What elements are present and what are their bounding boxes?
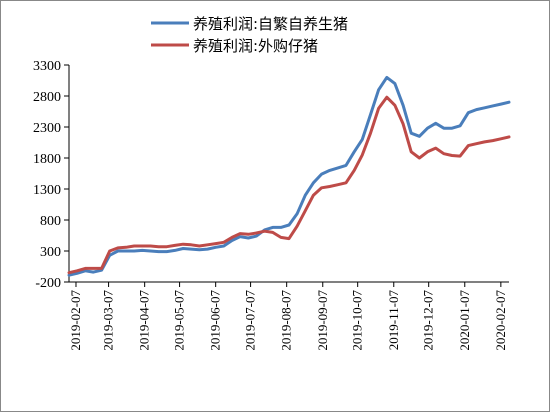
- series-line-2: [67, 95, 511, 275]
- y-tick-label: 800: [40, 214, 61, 229]
- x-tick-label: 2019-03-07: [101, 290, 116, 351]
- x-tick-label: 2020-01-07: [457, 290, 472, 351]
- legend-label-2: 养殖利润:外购仔猪: [193, 37, 318, 55]
- y-tick-labels: -200 300 800 1300 1800 2300 2800 3300: [33, 59, 61, 291]
- x-tick-label: 2019-02-07: [68, 290, 83, 351]
- y-tick-label: 2300: [33, 121, 61, 136]
- y-tick-label: 300: [40, 245, 61, 260]
- axes: [64, 64, 509, 287]
- legend-label-1: 养殖利润:自繁自养生猪: [193, 15, 348, 33]
- series-lines: [67, 75, 511, 277]
- series-line-1: [67, 75, 511, 277]
- x-tick-label: 2019-04-07: [137, 290, 152, 351]
- x-tick-label: 2019-06-07: [208, 290, 223, 351]
- x-tick-label: 2019-10-07: [350, 290, 365, 351]
- x-tick-label: 2020-02-07: [493, 290, 508, 351]
- x-tick-label: 2019-05-07: [172, 290, 187, 351]
- x-tick-labels: 2019-02-07 2019-03-07 2019-04-07 2019-05-07…: [68, 290, 508, 351]
- y-tick-label: 1300: [33, 183, 61, 198]
- y-tick-label: 2800: [33, 90, 61, 105]
- y-tick-label: 3300: [33, 59, 61, 74]
- y-tick-label: -200: [35, 276, 61, 291]
- x-tick-label: 2019-11-07: [386, 290, 401, 351]
- x-tick-label: 2019-08-07: [279, 290, 294, 351]
- x-tick-label: 2019-09-07: [315, 290, 330, 351]
- x-tick-label: 2019-12-07: [421, 290, 436, 351]
- y-tick-label: 1800: [33, 152, 61, 167]
- x-tick-label: 2019-07-07: [243, 290, 258, 351]
